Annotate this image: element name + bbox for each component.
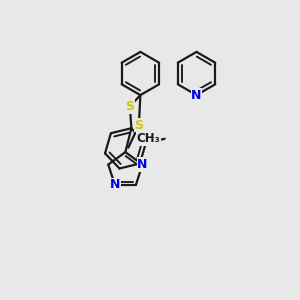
Text: N: N (137, 158, 148, 171)
Text: N: N (191, 88, 202, 102)
Text: S: S (134, 118, 143, 132)
Text: CH₃: CH₃ (136, 132, 160, 145)
Text: N: N (110, 178, 120, 191)
Text: S: S (125, 100, 134, 113)
